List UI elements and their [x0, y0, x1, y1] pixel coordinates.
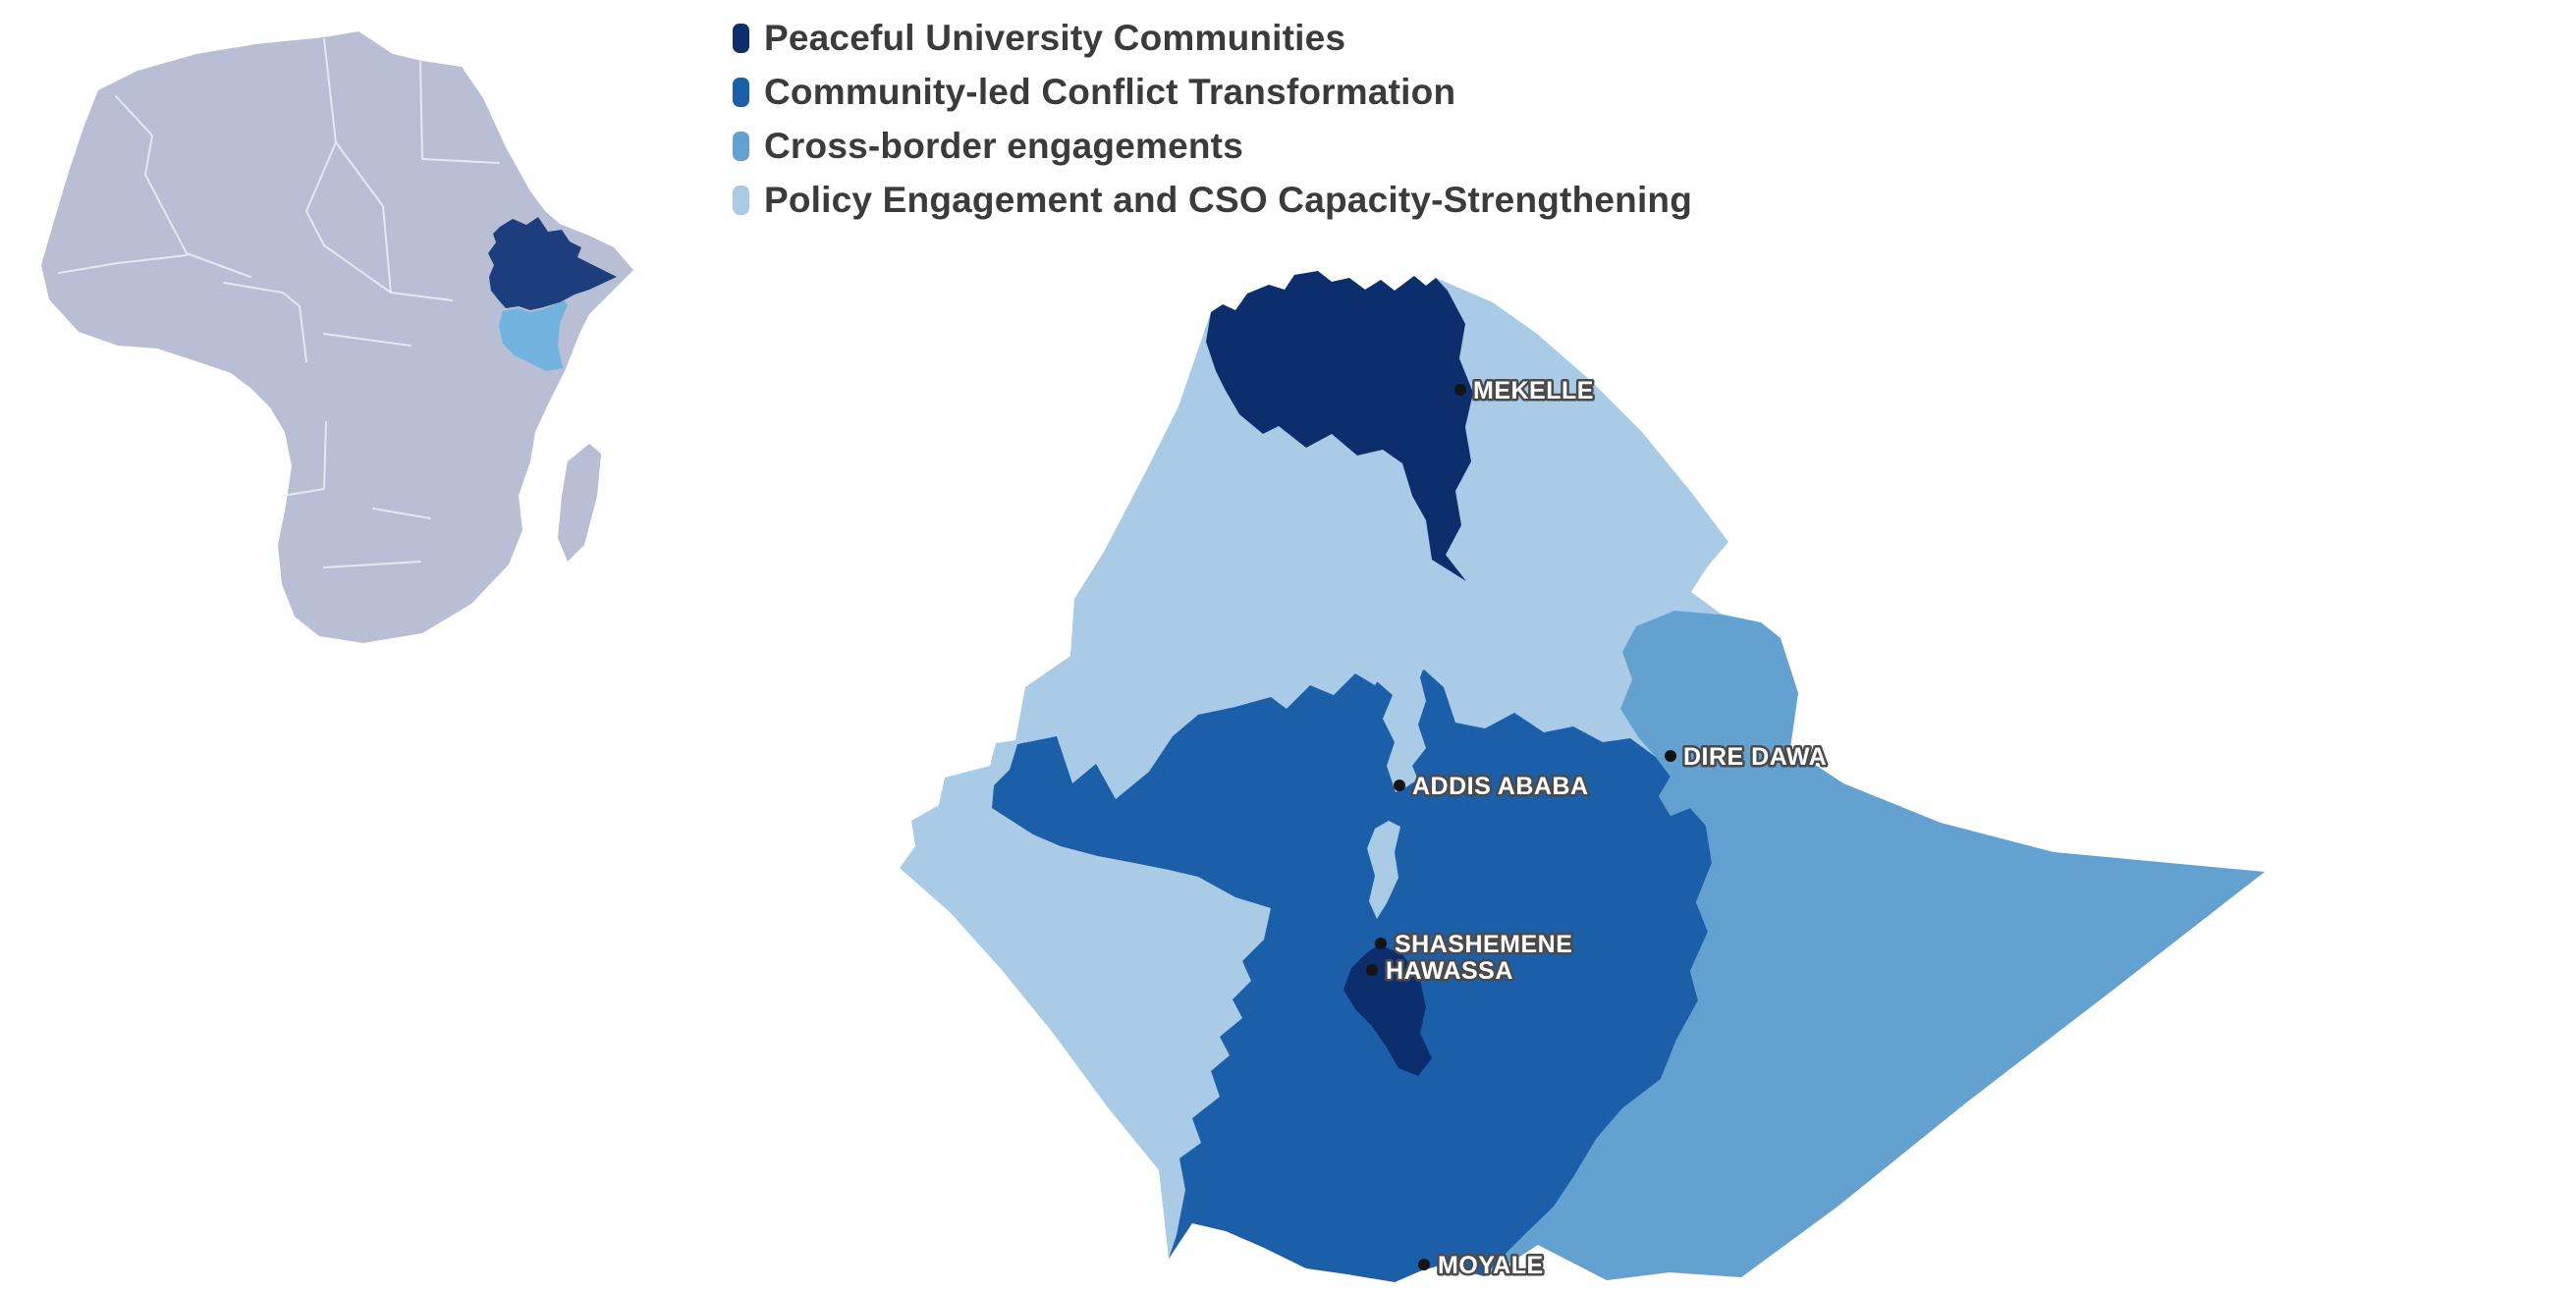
city-dot-dire-dawa: [1665, 750, 1676, 762]
city-dot-shashemene: [1375, 938, 1387, 949]
legend-item-peaceful-university-communities: Peaceful University Communities: [733, 16, 1692, 61]
region-rift-wedge-addis: [1367, 620, 1442, 792]
city-dot-hawassa: [1366, 964, 1378, 976]
city-marker-addis-ababa: ADDIS ABABA: [1394, 771, 1591, 803]
legend-label: Community-led Conflict Transformation: [764, 72, 1456, 112]
city-label-addis-ababa: ADDIS ABABA: [1412, 773, 1589, 800]
city-dot-addis-ababa: [1394, 780, 1405, 791]
city-marker-moyale: MOYALE: [1418, 1250, 1546, 1282]
legend-item-policy-engagement-cso: Policy Engagement and CSO Capacity-Stren…: [733, 178, 1692, 223]
legend-label: Cross-border engagements: [764, 126, 1243, 166]
region-sidama-peaceful-university: [1343, 944, 1432, 1076]
legend-label: Peaceful University Communities: [764, 18, 1346, 58]
city-label-dire-dawa: DIRE DAWA: [1683, 743, 1827, 771]
africa-country-borders: [58, 38, 500, 568]
legend-item-cross-border-engagements: Cross-border engagements: [733, 124, 1692, 169]
legend-swatch-midblue-icon: [733, 132, 749, 161]
inset-kenya-highlight: [499, 300, 568, 371]
city-marker-mekelle: MEKELLE: [1454, 375, 1596, 407]
legend-swatch-blue-icon: [733, 78, 749, 107]
city-marker-hawassa: HAWASSA: [1366, 955, 1515, 988]
africa-continent-shape: [41, 31, 633, 643]
city-label-shashemene: SHASHEMENE: [1395, 931, 1572, 958]
legend-label: Policy Engagement and CSO Capacity-Stren…: [764, 180, 1693, 220]
city-dot-mekelle: [1454, 384, 1466, 396]
city-marker-shashemene: SHASHEMENE: [1375, 929, 1574, 961]
city-label-hawassa: HAWASSA: [1386, 957, 1513, 985]
africa-inset-map: [41, 31, 633, 643]
city-label-moyale: MOYALE: [1438, 1252, 1544, 1279]
region-somali-cross-border: [1484, 611, 2265, 1280]
legend-item-community-led-conflict-transformation: Community-led Conflict Transformation: [733, 70, 1692, 115]
legend-swatch-navy-icon: [733, 24, 749, 53]
legend: Peaceful University Communities Communit…: [733, 16, 1692, 223]
region-rift-finger-south: [1367, 821, 1400, 919]
city-marker-dire-dawa: DIRE DAWA: [1665, 741, 1829, 774]
inset-ethiopia-highlight: [488, 217, 617, 310]
city-dot-moyale: [1418, 1259, 1430, 1270]
region-tigray-peaceful-university: [1206, 271, 1473, 581]
city-label-mekelle: MEKELLE: [1473, 377, 1594, 404]
legend-swatch-lightblue-icon: [733, 186, 749, 215]
madagascar-shape: [558, 444, 601, 562]
